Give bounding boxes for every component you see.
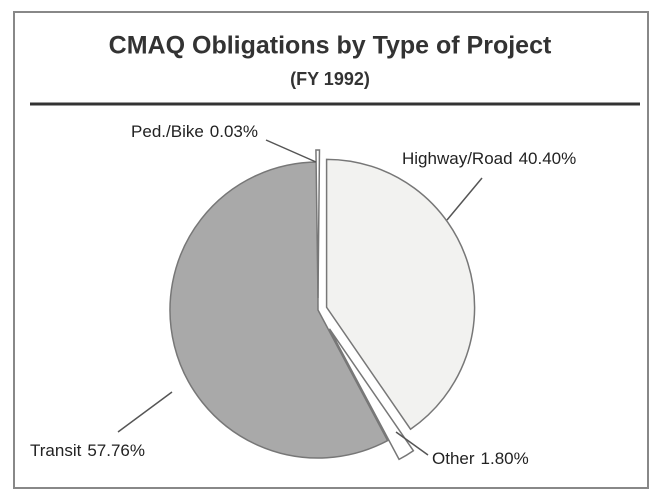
slice-label: Highway/Road 40.40%	[402, 149, 576, 168]
pie-slice	[328, 328, 415, 461]
leader-line	[395, 431, 429, 456]
slice-label: Transit 57.76%	[30, 441, 145, 460]
category-label: Highway/Road	[402, 149, 513, 168]
value-label: 1.80%	[481, 449, 529, 468]
chart-title: CMAQ Obligations by Type of Project	[109, 32, 552, 60]
pie-slice	[325, 158, 476, 431]
slice-label: Ped./Bike 0.03%	[131, 122, 258, 141]
category-label: Ped./Bike	[131, 122, 204, 141]
pie-slice	[169, 161, 389, 459]
value-label: 57.76%	[87, 441, 145, 460]
leader-line	[446, 177, 483, 221]
category-label: Transit	[30, 441, 82, 460]
category-label: Other	[432, 449, 475, 468]
pie-slice	[315, 149, 321, 299]
value-label: 0.03%	[210, 122, 258, 141]
leader-line	[117, 391, 173, 433]
leader-line	[265, 139, 317, 163]
value-label: 40.40%	[519, 149, 577, 168]
slice-label: Other 1.80%	[432, 449, 529, 468]
chart-subtitle: (FY 1992)	[290, 69, 370, 89]
